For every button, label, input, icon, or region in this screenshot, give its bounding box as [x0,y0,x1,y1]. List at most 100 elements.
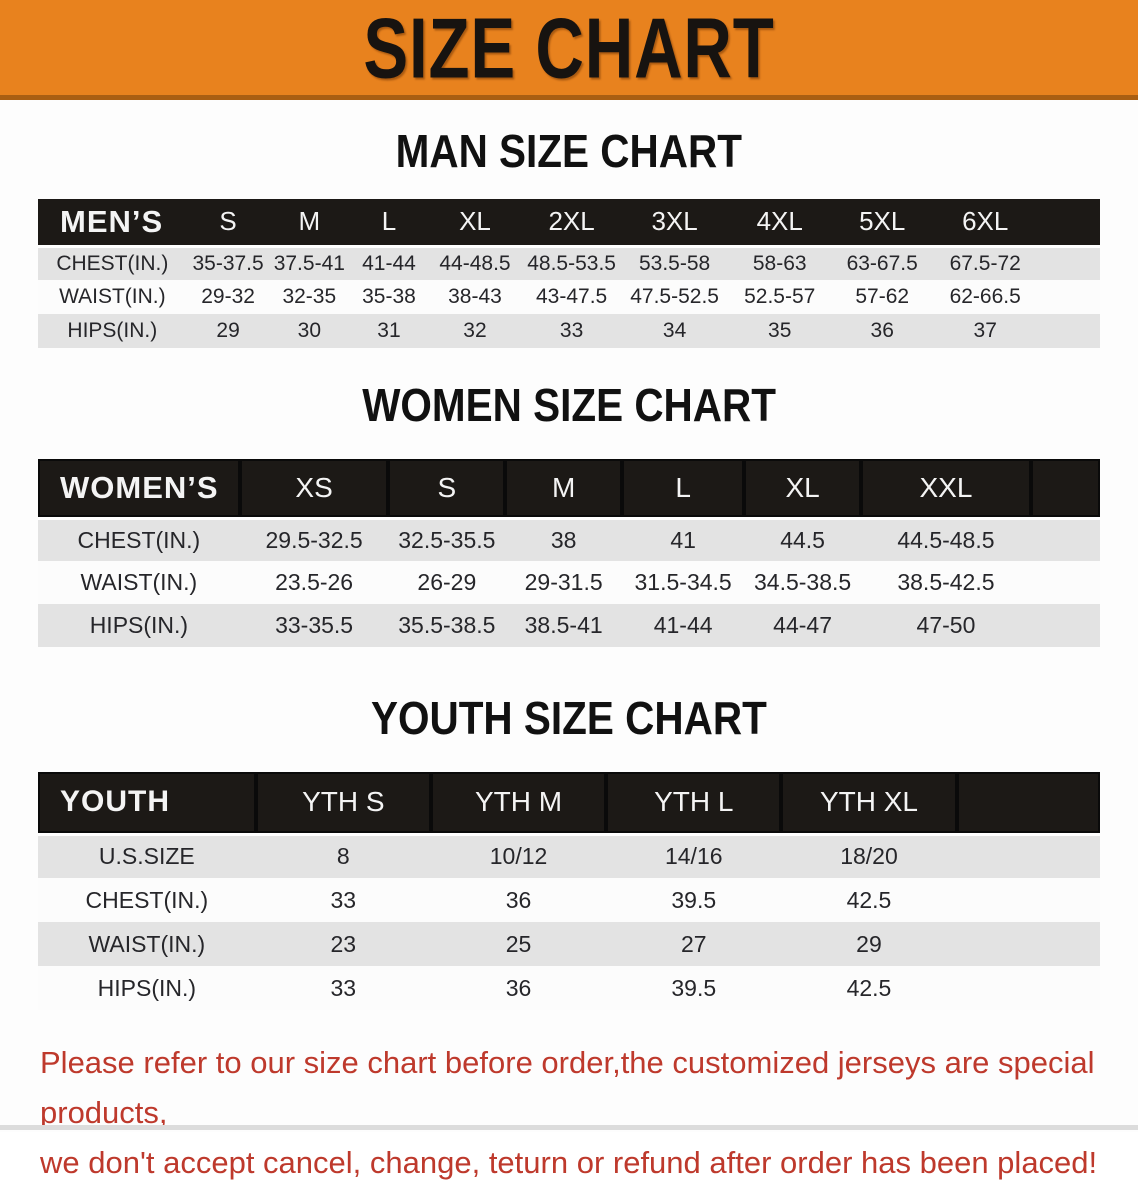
measurement-value: 23 [255,922,431,966]
measurement-value: 32 [428,314,522,348]
measurement-value: 42.5 [781,878,957,922]
row-filler-cell [1038,246,1100,280]
measurement-value: 38.5-42.5 [861,561,1031,604]
footer-disclaimer-line2: we don't accept cancel, change, teturn o… [40,1145,1098,1180]
measurement-value: 38-43 [428,280,522,314]
measurement-value: 53.5-58 [622,246,728,280]
table-category-header: YOUTH [38,772,256,836]
measurement-value: 44-47 [744,604,861,647]
size-column-header: YTH S [255,772,431,836]
measurement-value: 42.5 [781,966,957,1010]
table-category-header: MEN’S [38,199,187,248]
size-column-header: 3XL [622,199,728,248]
size-column-header: L [622,459,745,520]
table-header-row: WOMEN’S XS S M L XL XXL [38,459,1100,520]
size-table: WOMEN’S XS S M L XL XXL CHEST(IN.) 29.5-32.5 32.5… [38,459,1100,647]
measurement-value: 29-32 [186,280,270,314]
row-label: WAIST(IN.) [38,922,256,966]
measurement-value: 39.5 [606,966,782,1010]
size-column-header: M [269,199,350,248]
size-column-header: 5XL [832,199,933,248]
size-column-header: XL [428,199,522,248]
table-row: WAIST(IN.) 23.5-26 26-29 29-31.5 31.5-34.5 34… [38,561,1100,604]
youth-section-title: YOUTH SIZE CHART [371,692,767,744]
measurement-value: 33-35.5 [239,604,389,647]
measurement-value: 47.5-52.5 [622,280,728,314]
size-table: YOUTH YTH S YTH M YTH L YTH XL U.S.SIZE 8 10/12… [38,772,1100,1010]
measurement-value: 38 [505,518,623,561]
table-row: HIPS(IN.) 33-35.5 35.5-38.5 38.5-41 41-44 44-… [38,604,1100,647]
measurement-value: 35.5-38.5 [388,604,506,647]
measurement-value: 58-63 [727,246,833,280]
size-column-header: S [388,459,506,520]
measurement-value: 31.5-34.5 [622,561,745,604]
table-row: HIPS(IN.) 29 30 31 32 33 34 35 36 37 [38,314,1100,348]
measurement-value: 67.5-72 [932,246,1039,280]
table-row: U.S.SIZE 8 10/12 14/16 18/20 [38,834,1100,878]
measurement-value: 34.5-38.5 [744,561,861,604]
table-row: CHEST(IN.) 29.5-32.5 32.5-35.5 38 41 44.5 44.5… [38,518,1100,561]
measurement-value: 41-44 [622,604,745,647]
row-filler-cell [956,878,1100,922]
measurement-value: 35 [727,314,833,348]
measurement-value: 33 [255,878,431,922]
table-header-row: MEN’S S M L XL 2XL 3XL 4XL 5XL 6XL [38,199,1100,248]
row-label: HIPS(IN.) [38,966,256,1010]
row-filler-cell [1038,280,1100,314]
footer-disclaimer-line1: Please refer to our size chart before or… [40,1045,1095,1130]
header-filler-cell [956,772,1100,836]
measurement-value: 41-44 [349,246,429,280]
row-label: WAIST(IN.) [38,280,187,314]
measurement-value: 34 [622,314,728,348]
size-table: MEN’S S M L XL 2XL 3XL 4XL 5XL 6XL CHEST(IN.) 35-37… [38,199,1100,348]
row-label: HIPS(IN.) [38,314,187,348]
table-row: CHEST(IN.) 33 36 39.5 42.5 [38,878,1100,922]
size-column-header: 6XL [932,199,1039,248]
measurement-value: 37.5-41 [269,246,350,280]
measurement-value: 14/16 [606,834,782,878]
table-header-row: YOUTH YTH S YTH M YTH L YTH XL [38,772,1100,836]
measurement-value: 38.5-41 [505,604,623,647]
banner-title: SIZE CHART [363,0,775,96]
banner: SIZE CHART [0,0,1138,100]
table-row: WAIST(IN.) 29-32 32-35 35-38 38-43 43-47.5 47.… [38,280,1100,314]
man-section-title: MAN SIZE CHART [395,125,743,177]
measurement-value: 10/12 [430,834,607,878]
measurement-value: 35-38 [349,280,429,314]
row-filler-cell [956,834,1100,878]
measurement-value: 29 [781,922,957,966]
header-filler-cell [1038,199,1100,248]
measurement-value: 26-29 [388,561,506,604]
measurement-value: 52.5-57 [727,280,833,314]
measurement-value: 29.5-32.5 [239,518,389,561]
measurement-value: 47-50 [861,604,1031,647]
measurement-value: 63-67.5 [832,246,933,280]
row-label: HIPS(IN.) [38,604,240,647]
size-column-header: M [505,459,623,520]
row-filler-cell [1030,518,1100,561]
table-row: HIPS(IN.) 33 36 39.5 42.5 [38,966,1100,1010]
women-section-title: WOMEN SIZE CHART [362,379,776,431]
size-column-header: L [349,199,429,248]
womens-size-table: WOMEN’S XS S M L XL XXL CHEST(IN.) 29.5-32.5 32.5… [38,459,1100,647]
measurement-value: 36 [832,314,933,348]
size-column-header: XS [239,459,389,520]
mens-size-table: MEN’S S M L XL 2XL 3XL 4XL 5XL 6XL CHEST(IN.) 35-37… [38,199,1100,348]
measurement-value: 33 [521,314,623,348]
measurement-value: 29-31.5 [505,561,623,604]
row-filler-cell [1030,561,1100,604]
row-filler-cell [1030,604,1100,647]
measurement-value: 25 [430,922,607,966]
row-label: CHEST(IN.) [38,518,240,561]
size-column-header: XXL [861,459,1031,520]
measurement-value: 44-48.5 [428,246,522,280]
measurement-value: 41 [622,518,745,561]
footer-disclaimer: Please refer to our size chart before or… [0,1038,1138,1188]
measurement-value: 62-66.5 [932,280,1039,314]
size-column-header: YTH M [430,772,607,836]
measurement-value: 43-47.5 [521,280,623,314]
size-column-header: YTH L [606,772,782,836]
row-filler-cell [956,922,1100,966]
measurement-value: 32-35 [269,280,350,314]
